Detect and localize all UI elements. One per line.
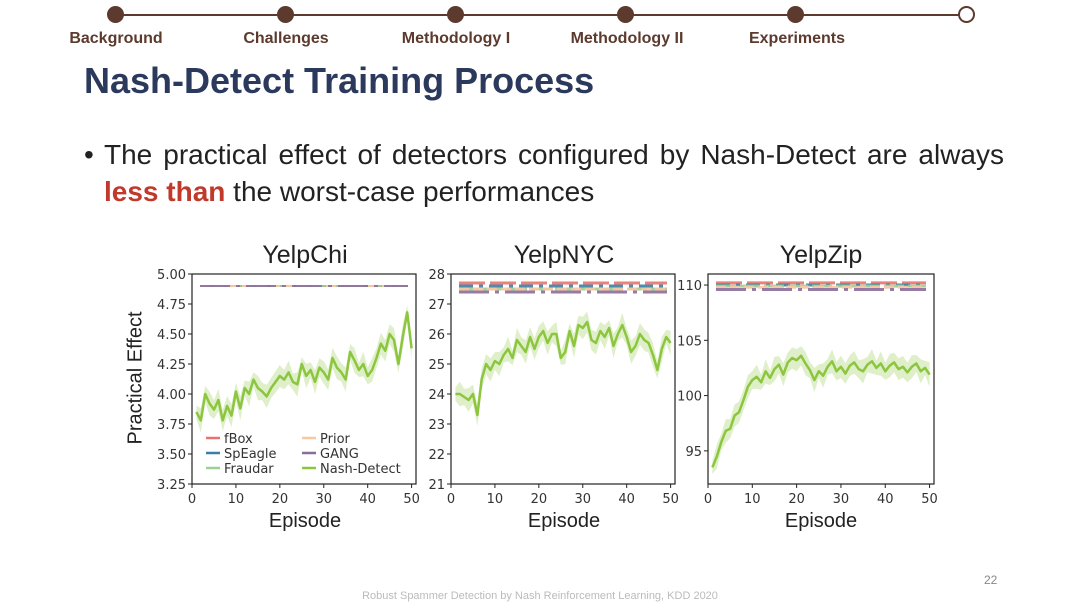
y-tick-label: 4.50 [157, 328, 186, 343]
plot-frame [191, 273, 417, 485]
nav-dot-experiments[interactable] [787, 6, 804, 23]
x-tick-label: 40 [877, 492, 894, 507]
y-tick-label: 23 [428, 418, 445, 433]
chart-title-yelpchi: YelpChi [262, 241, 348, 269]
slide-title: Nash-Detect Training Process [84, 60, 595, 101]
x-tick-label: 20 [272, 492, 289, 507]
chart-yelpzip [704, 273, 935, 488]
nav-label-methodology-1[interactable]: Methodology I [401, 30, 511, 47]
progress-nav: Background Challenges Methodology I Meth… [0, 0, 1080, 60]
x-axis-label-yelpnyc: Episode [527, 510, 601, 532]
y-tick-label: 24 [428, 388, 445, 403]
nav-label-experiments[interactable]: Experiments [748, 30, 846, 47]
x-tick-label: 40 [359, 492, 376, 507]
x-tick-label: 40 [618, 492, 635, 507]
bullet-highlight: less than [104, 176, 226, 207]
nash-detect-band [455, 311, 671, 427]
x-tick-label: 10 [744, 492, 761, 507]
y-tick-label: 95 [685, 445, 702, 460]
chart-title-yelpnyc: YelpNYC [513, 241, 615, 269]
y-tick-label: 4.00 [157, 388, 186, 403]
nash-detect-band [712, 346, 930, 474]
footer-citation: Robust Spammer Detection by Nash Reinfor… [362, 590, 718, 602]
nav-dot-methodology-2[interactable] [617, 6, 634, 23]
x-tick-label: 50 [662, 492, 679, 507]
nav-dot-end[interactable] [958, 6, 975, 23]
y-tick-label: 105 [677, 334, 702, 349]
x-tick-label: 30 [574, 492, 591, 507]
x-tick-label: 30 [833, 492, 850, 507]
nav-label-methodology-2[interactable]: Methodology II [570, 30, 684, 47]
bullet-text: The practical effect of detectors config… [104, 136, 1004, 210]
legend-label-fraudar: Fraudar [224, 462, 274, 477]
legend-label-prior: Prior [320, 432, 351, 447]
chart-yelpnyc [447, 273, 676, 488]
x-tick-label: 20 [788, 492, 805, 507]
y-tick-label: 25 [428, 358, 445, 373]
y-tick-label: 28 [428, 268, 445, 283]
y-tick-label: 3.50 [157, 448, 186, 463]
y-tick-label: 5.00 [157, 268, 186, 283]
x-axis-label-yelpchi: Episode [268, 510, 342, 532]
legend-label-nash-detect: Nash-Detect [320, 462, 401, 477]
nav-dot-background[interactable] [107, 6, 124, 23]
x-tick-label: 0 [447, 492, 455, 507]
x-tick-label: 50 [403, 492, 420, 507]
x-tick-label: 30 [315, 492, 332, 507]
legend-label-gang: GANG [320, 447, 359, 462]
nav-dot-challenges[interactable] [277, 6, 294, 23]
y-tick-label: 22 [428, 448, 445, 463]
nav-label-challenges[interactable]: Challenges [243, 30, 329, 47]
x-axis-label-yelpzip: Episode [784, 510, 858, 532]
chart-yelpchi [188, 273, 417, 488]
y-tick-label: 4.75 [157, 298, 186, 313]
x-tick-label: 10 [228, 492, 245, 507]
nav-label-background[interactable]: Background [69, 30, 163, 47]
plot-frame [707, 273, 935, 485]
y-tick-label: 3.25 [157, 478, 186, 493]
y-tick-label: 100 [677, 390, 702, 405]
nash-detect-line [195, 311, 413, 422]
x-tick-label: 20 [531, 492, 548, 507]
plot-frame [450, 273, 676, 485]
y-tick-label: 27 [428, 298, 445, 313]
y-axis-label: Practical Effect [124, 311, 147, 445]
bullet-text-after: the worst-case performances [225, 176, 595, 207]
bullet-point: • The practical effect of detectors conf… [84, 136, 1004, 210]
legend-label-fbox: fBox [224, 432, 253, 447]
nav-dot-methodology-1[interactable] [447, 6, 464, 23]
x-tick-label: 50 [921, 492, 938, 507]
legend-label-speagle: SpEagle [224, 447, 277, 462]
nash-detect-line [711, 354, 931, 468]
page-number: 22 [984, 573, 998, 587]
nash-detect-band [196, 305, 412, 433]
x-tick-label: 10 [487, 492, 504, 507]
y-tick-label: 3.75 [157, 418, 186, 433]
x-tick-label: 0 [188, 492, 196, 507]
y-tick-label: 110 [677, 279, 702, 294]
progress-line [115, 14, 967, 16]
x-tick-label: 0 [704, 492, 712, 507]
nash-detect-line [455, 320, 672, 417]
y-tick-label: 21 [428, 478, 445, 493]
y-tick-label: 26 [428, 328, 445, 343]
bullet-text-before: The practical effect of detectors config… [104, 139, 1004, 170]
y-tick-label: 4.25 [157, 358, 186, 373]
chart-title-yelpzip: YelpZip [779, 241, 863, 269]
bullet-dot-icon: • [84, 139, 94, 170]
